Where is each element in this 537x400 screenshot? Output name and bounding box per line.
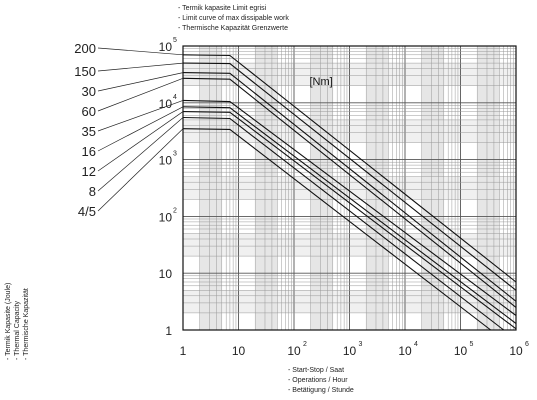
series-label-30: 30 (82, 84, 96, 99)
series-leader-line (97, 111, 184, 172)
x-axis-label-2: - Operations / Hour (288, 377, 348, 384)
y-axis-label-2: - Thermal Capacity (14, 300, 21, 360)
x-tick-exponent: 4 (414, 341, 418, 348)
y-tick-label: 10 (159, 267, 173, 281)
y-tick-exponent: 5 (173, 37, 177, 44)
series-line-4/5 (182, 128, 492, 331)
x-tick-label: 10 (454, 344, 468, 358)
series-label-8: 8 (89, 184, 96, 199)
y-tick-label: 1 (165, 324, 172, 338)
x-tick-label: 10 (398, 344, 412, 358)
series-label-16: 16 (82, 144, 96, 159)
legend-line-3: - Thermische Kapazität Grenzwerte (178, 25, 288, 32)
x-tick-label: 10 (287, 344, 301, 358)
series-line-30 (182, 72, 517, 302)
plot-frame (182, 45, 517, 331)
series-label-4/5: 4/5 (78, 204, 96, 219)
x-axis-label-1: - Start-Stop / Saat (288, 367, 345, 374)
series-line-200 (182, 54, 517, 283)
series-leader-line (97, 62, 184, 72)
series-label-60: 60 (82, 104, 96, 119)
x-tick-label: 1 (180, 344, 187, 358)
series-leader-line (97, 77, 184, 112)
series-leader-line (97, 128, 184, 212)
x-tick-label: 10 (509, 344, 523, 358)
x-tick-label: 10 (343, 344, 357, 358)
legend: - Termik kapasite Limit egrisi - Limit c… (178, 4, 289, 34)
legend-line-2: - Limit curve of max dissipable work (178, 15, 289, 22)
x-tick-exponent: 6 (525, 341, 529, 348)
y-tick-exponent: 3 (173, 151, 177, 158)
y-axis-label-1: - Termik Kapasite (Joule) (5, 282, 12, 360)
series-label-35: 35 (82, 124, 96, 139)
series-label-12: 12 (82, 164, 96, 179)
series-leader-line (97, 106, 184, 152)
y-axis-title: - Termik Kapasite (Joule) - Thermal Capa… (4, 200, 64, 360)
x-axis-title: - Start-Stop / Saat - Operations / Hour … (288, 366, 354, 396)
y-tick-label: 10 (159, 97, 173, 111)
unit-annotation: [Nm] (310, 76, 333, 88)
series-leader-line (97, 72, 184, 92)
series-line-60 (182, 77, 517, 308)
series-line-35 (182, 99, 517, 316)
series-label-150: 150 (74, 64, 96, 79)
series-line-8 (182, 116, 505, 331)
series-leader-line (97, 100, 184, 132)
series-leader-line (97, 47, 184, 56)
y-tick-label: 10 (159, 210, 173, 224)
series-line-12 (182, 111, 517, 330)
y-tick-label: 10 (159, 154, 173, 168)
y-axis-label-3: - Thermische Kapazität (23, 288, 30, 360)
y-tick-label: 10 (159, 40, 173, 54)
series-label-200: 200 (74, 41, 96, 56)
x-tick-label: 10 (232, 344, 246, 358)
x-tick-exponent: 2 (303, 341, 307, 348)
legend-line-1: - Termik kapasite Limit egrisi (178, 5, 267, 12)
x-tick-exponent: 3 (359, 341, 363, 348)
series-line-16 (182, 106, 517, 324)
series-line-150 (182, 62, 517, 291)
x-tick-exponent: 5 (470, 341, 474, 348)
y-tick-exponent: 4 (173, 94, 177, 101)
y-tick-exponent: 2 (173, 207, 177, 214)
series-leader-line (97, 117, 184, 192)
x-axis-label-3: - Betätigung / Stunde (288, 387, 354, 394)
